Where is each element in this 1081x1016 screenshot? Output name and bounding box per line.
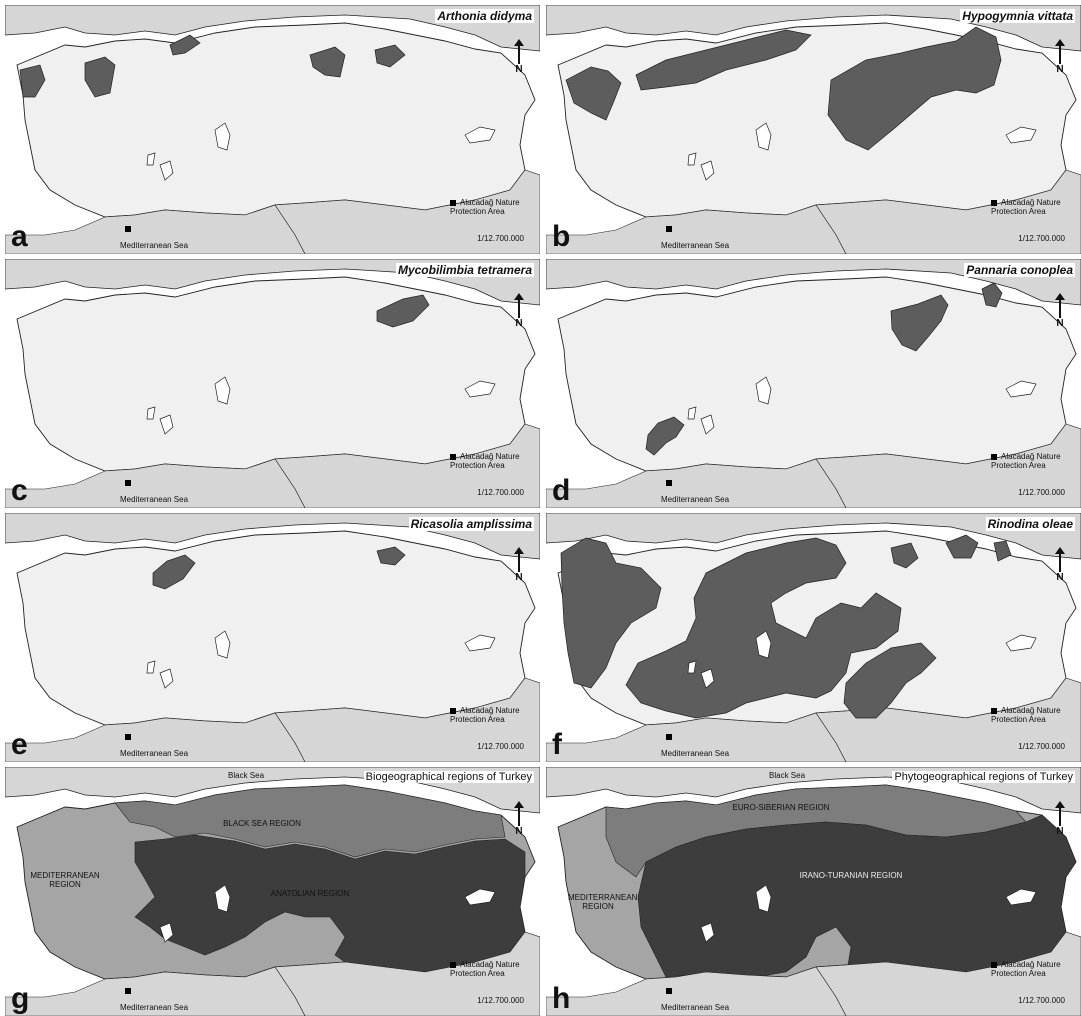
- site-marker-icon: [125, 734, 131, 740]
- panel-title: Biogeographical regions of Turkey: [363, 771, 534, 783]
- panel-title: Hypogymnia vittata: [960, 9, 1075, 23]
- sea-label: Mediterranean Sea: [661, 241, 730, 250]
- panel-letter: c: [11, 474, 28, 507]
- black-sea-label: Black Sea: [228, 771, 265, 780]
- map-panel-a: Arthonia didyma N Alacadağ Nature Protec…: [5, 5, 540, 254]
- panel-letter: d: [552, 474, 571, 507]
- scale-label: 1/12.700.000: [477, 996, 524, 1005]
- map-panel-c: Mycobilimbia tetramera N Alacadağ Nature…: [5, 259, 540, 508]
- panel-letter: h: [552, 982, 571, 1015]
- map-legend: Alacadağ Nature Protection Area: [450, 452, 520, 470]
- panel-title: Pannaria conoplea: [964, 263, 1075, 277]
- north-arrow-icon: N: [1053, 39, 1067, 75]
- panel-letter: g: [11, 982, 30, 1015]
- panel-letter: e: [11, 728, 28, 761]
- map-panel-g: Black Sea Biogeographical regions of Tur…: [5, 767, 540, 1016]
- scale-label: 1/12.700.000: [477, 234, 524, 243]
- north-arrow-icon: N: [512, 547, 526, 583]
- map-legend: Alacadağ Nature Protection Area: [450, 960, 520, 978]
- map-panel-f: Rinodina oleae N Alacadağ Nature Protect…: [546, 513, 1081, 762]
- north-arrow-icon: N: [1053, 801, 1067, 837]
- map-legend: Alacadağ Nature Protection Area: [450, 198, 520, 216]
- site-marker-icon: [125, 988, 131, 994]
- map-legend: Alacadağ Nature Protection Area: [991, 960, 1061, 978]
- region-label: MEDITERRANEAN REGION: [30, 871, 100, 889]
- north-arrow-icon: N: [512, 801, 526, 837]
- site-marker-icon: [125, 226, 131, 232]
- north-arrow-icon: N: [512, 293, 526, 329]
- sea-label: Mediterranean Sea: [661, 495, 730, 504]
- site-marker-icon: [125, 480, 131, 486]
- region-label: ANATOLIAN REGION: [270, 889, 350, 898]
- site-marker-icon: [666, 734, 672, 740]
- panel-letter: f: [552, 728, 562, 761]
- sea-label: Mediterranean Sea: [661, 1003, 730, 1012]
- map-panel-e: Ricasolia amplissima N Alacadağ Nature P…: [5, 513, 540, 762]
- map-a: [5, 5, 540, 254]
- site-marker-icon: [666, 226, 672, 232]
- scale-label: 1/12.700.000: [477, 488, 524, 497]
- map-e: [5, 513, 540, 762]
- sea-label: Mediterranean Sea: [120, 1003, 189, 1012]
- panel-title: Rinodina oleae: [985, 517, 1075, 531]
- sea-label: Mediterranean Sea: [120, 749, 189, 758]
- map-panel-h: Black Sea Phytogeographical regions of T…: [546, 767, 1081, 1016]
- region-label: BLACK SEA REGION: [223, 819, 301, 828]
- scale-label: 1/12.700.000: [1018, 742, 1065, 751]
- map-panel-b: Hypogymnia vittata N Alacadağ Nature Pro…: [546, 5, 1081, 254]
- scale-label: 1/12.700.000: [477, 742, 524, 751]
- map-panel-d: Pannaria conoplea N Alacadağ Nature Prot…: [546, 259, 1081, 508]
- black-sea-label: Black Sea: [769, 771, 806, 780]
- panel-title: Phytogeographical regions of Turkey: [892, 771, 1075, 783]
- map-b: [546, 5, 1081, 254]
- site-marker-icon: [666, 988, 672, 994]
- sea-label: Mediterranean Sea: [120, 241, 189, 250]
- map-h: [546, 767, 1081, 1016]
- north-arrow-icon: N: [512, 39, 526, 75]
- scale-label: 1/12.700.000: [1018, 234, 1065, 243]
- scale-label: 1/12.700.000: [1018, 996, 1065, 1005]
- map-g: [5, 767, 540, 1016]
- panel-letter: a: [11, 220, 28, 253]
- panel-title: Arthonia didyma: [435, 9, 534, 23]
- panel-letter: b: [552, 220, 571, 253]
- map-f: [546, 513, 1081, 762]
- sea-label: Mediterranean Sea: [661, 749, 730, 758]
- site-marker-icon: [666, 480, 672, 486]
- region-label: EURO-SIBERIAN REGION: [732, 803, 830, 812]
- map-legend: Alacadağ Nature Protection Area: [991, 706, 1061, 724]
- map-legend: Alacadağ Nature Protection Area: [991, 452, 1061, 470]
- scale-label: 1/12.700.000: [1018, 488, 1065, 497]
- map-c: [5, 259, 540, 508]
- north-arrow-icon: N: [1053, 547, 1067, 583]
- map-legend: Alacadağ Nature Protection Area: [991, 198, 1061, 216]
- map-legend: Alacadağ Nature Protection Area: [450, 706, 520, 724]
- sea-label: Mediterranean Sea: [120, 495, 189, 504]
- region-label: IRANO-TURANIAN REGION: [799, 871, 903, 880]
- panel-title: Ricasolia amplissima: [408, 517, 534, 531]
- north-arrow-icon: N: [1053, 293, 1067, 329]
- map-d: [546, 259, 1081, 508]
- region-label: MEDITERRANEAN REGION: [568, 893, 638, 911]
- panel-title: Mycobilimbia tetramera: [395, 263, 534, 277]
